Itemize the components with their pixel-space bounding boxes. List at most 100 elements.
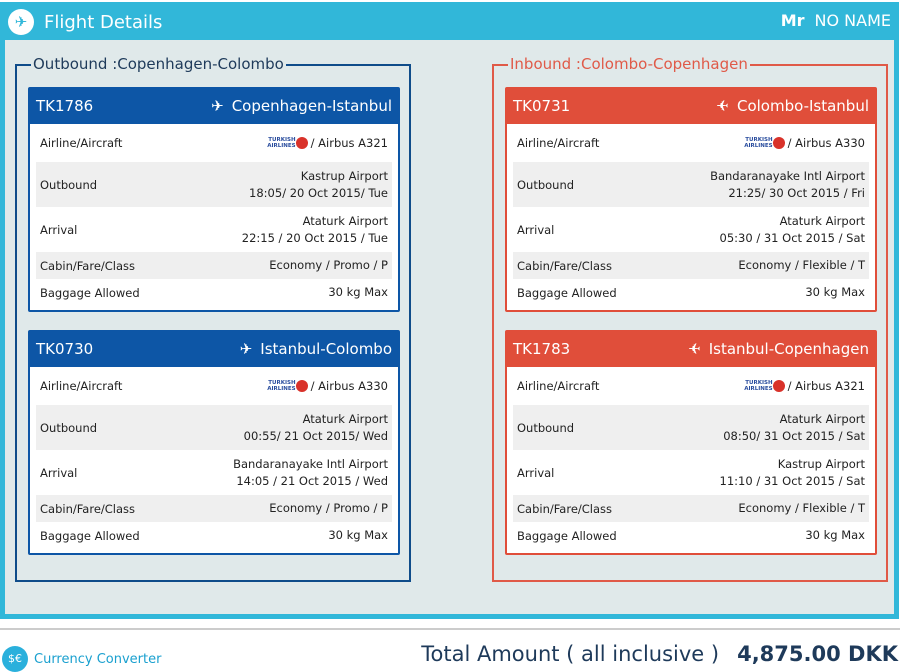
row-cabin: Cabin/Fare/Class Economy / Promo / P [36,495,392,522]
label: Outbound [517,177,575,192]
flight-card-header: TK1783 ✈ Istanbul-Copenhagen [507,332,875,367]
label: Airline/Aircraft [517,136,600,150]
passenger-name: Mr NO NAME [781,11,891,30]
flight-card: TK0730 ✈ Istanbul-Colombo Airline/Aircraf… [28,330,400,555]
flight-number: TK1783 [513,340,571,358]
arrival-airport: Ataturk Airport [779,213,865,228]
flight-card-header: TK1786 ✈ Copenhagen-Istanbul [30,89,398,124]
route-label: Copenhagen-Istanbul [231,97,392,115]
route: ✈ Istanbul-Colombo [240,340,392,358]
row-arrival: Arrival Ataturk Airport 05:30 / 31 Oct 201… [513,207,869,252]
row-cabin: Cabin/Fare/Class Economy / Flexible / T [513,252,869,279]
label: Airline/Aircraft [40,379,123,393]
cabin-value: Economy / Flexible / T [738,258,865,272]
arrival-time: 05:30 / 31 Oct 2015 / Sat [719,230,865,245]
route-label: Istanbul-Copenhagen [708,340,869,358]
aircraft: / Airbus A321 [787,378,865,393]
label: Baggage Allowed [40,528,140,543]
arrival-time: 11:10 / 31 Oct 2015 / Sat [719,473,865,488]
row-baggage: Baggage Allowed 30 kg Max [36,522,392,549]
row-baggage: Baggage Allowed 30 kg Max [513,279,869,306]
inbound-section: Inbound :Colombo-Copenhagen TK0731 ✈ Colo… [492,55,888,582]
turkish-airlines-logo: TURKISH AIRLINES [267,135,308,152]
currency-icon: $€ [2,646,28,672]
flight-number: TK0731 [513,97,571,115]
departure-airport: Ataturk Airport [779,411,865,426]
departure-time: 08:50/ 31 Oct 2015 / Sat [723,428,865,443]
label: Arrival [40,465,78,480]
row-outbound: Outbound Bandaranayake Intl Airport 21:25/… [513,162,869,207]
flight-card-header: TK0730 ✈ Istanbul-Colombo [30,332,398,367]
airplane-left-icon: ✈ [716,97,729,115]
row-cabin: Cabin/Fare/Class Economy / Flexible / T [513,495,869,522]
airplane-icon: ✈ [211,97,224,115]
route: ✈ Istanbul-Copenhagen [688,340,869,358]
label: Cabin/Fare/Class [517,258,613,273]
label: Arrival [517,222,555,237]
outbound-section: Outbound :Copenhagen-Colombo TK1786 ✈ Cop… [15,55,411,582]
departure-time: 00:55/ 21 Oct 2015/ Wed [243,428,388,443]
total-value: 4,875.00 DKK [737,642,898,666]
currency-converter-label: Currency Converter [34,651,162,667]
row-arrival: Arrival Ataturk Airport 22:15 / 20 Oct 201… [36,207,392,252]
flight-card-header: TK0731 ✈ Colombo-Istanbul [507,89,875,124]
panel-title: Flight Details [44,12,163,33]
section-title: Outbound :Copenhagen-Colombo [31,55,286,73]
departure-airport: Bandaranayake Intl Airport [710,168,865,183]
currency-converter-link[interactable]: $€ Currency Converter [2,646,161,672]
label: Arrival [40,222,78,237]
airplane-takeoff-icon: ✈ [8,9,34,35]
arrival-time: 14:05 / 21 Oct 2015 / Wed [236,473,388,488]
turkish-airlines-logo: TURKISH AIRLINES [744,378,785,395]
label: Arrival [517,465,555,480]
route: ✈ Colombo-Istanbul [716,97,869,115]
route-label: Istanbul-Colombo [260,340,392,358]
row-airline: Airline/Aircraft TURKISH AIRLINES / Airbus … [513,367,869,405]
row-outbound: Outbound Kastrup Airport 18:05/ 20 Oct 201… [36,162,392,207]
flight-card: TK0731 ✈ Colombo-Istanbul Airline/Aircraf… [505,87,877,312]
baggage-value: 30 kg Max [328,285,388,299]
label: Outbound [517,420,575,435]
turkish-airlines-logo: TURKISH AIRLINES [744,135,785,152]
arrival-airport: Ataturk Airport [302,213,388,228]
label: Outbound [40,420,98,435]
route: ✈ Copenhagen-Istanbul [211,97,392,115]
row-airline: Airline/Aircraft TURKISH AIRLINES / Airbus … [513,124,869,162]
cabin-value: Economy / Flexible / T [738,501,865,515]
airplane-icon: ✈ [239,340,253,358]
row-baggage: Baggage Allowed 30 kg Max [36,279,392,306]
baggage-value: 30 kg Max [805,528,865,542]
departure-time: 21:25/ 30 Oct 2015 / Fri [728,185,865,200]
flight-number: TK1786 [36,97,94,115]
flight-number: TK0730 [36,340,94,358]
departure-time: 18:05/ 20 Oct 2015/ Tue [249,185,388,200]
divider [0,628,900,630]
row-arrival: Arrival Kastrup Airport 11:10 / 31 Oct 201… [513,450,869,495]
salutation: Mr [780,11,805,30]
label: Airline/Aircraft [517,379,600,393]
cabin-value: Economy / Promo / P [269,258,388,272]
departure-airport: Kastrup Airport [300,168,388,183]
cabin-value: Economy / Promo / P [269,501,388,515]
section-title: Inbound :Colombo-Copenhagen [508,55,750,73]
route-label: Colombo-Istanbul [736,97,869,115]
label: Baggage Allowed [517,285,617,300]
flight-details-panel: ✈ Flight Details Mr NO NAME Outbound :Cop… [0,2,899,619]
label: Airline/Aircraft [40,136,123,150]
row-outbound: Outbound Ataturk Airport 08:50/ 31 Oct 201… [513,405,869,450]
arrival-airport: Bandaranayake Intl Airport [233,456,388,471]
total-label: Total Amount ( all inclusive ) [421,642,720,666]
flight-card: TK1786 ✈ Copenhagen-Istanbul Airline/Airc… [28,87,400,312]
total-amount: Total Amount ( all inclusive ) 4,875.00 D… [421,642,898,666]
row-baggage: Baggage Allowed 30 kg Max [513,522,869,549]
arrival-time: 22:15 / 20 Oct 2015 / Tue [241,230,388,245]
flight-card: TK1783 ✈ Istanbul-Copenhagen Airline/Airc… [505,330,877,555]
panel-body: Outbound :Copenhagen-Colombo TK1786 ✈ Cop… [5,40,894,614]
departure-airport: Ataturk Airport [302,411,388,426]
label: Outbound [40,177,98,192]
label: Cabin/Fare/Class [40,501,136,516]
label: Cabin/Fare/Class [517,501,613,516]
name: NO NAME [814,11,891,30]
row-airline: Airline/Aircraft TURKISH AIRLINES / Airbus … [36,124,392,162]
label: Cabin/Fare/Class [40,258,136,273]
